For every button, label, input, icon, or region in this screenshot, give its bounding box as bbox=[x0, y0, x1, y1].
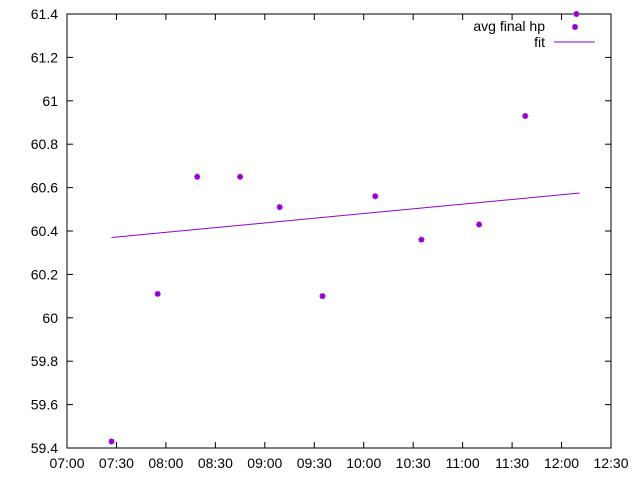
x-tick-label: 12:00 bbox=[544, 455, 579, 471]
x-tick-label: 07:00 bbox=[49, 455, 84, 471]
x-axis: 07:00 07:30 08:00 08:30 09:00 09:30 10:00 10:30… bbox=[49, 14, 629, 471]
series-layer bbox=[108, 11, 580, 445]
y-tick-label: 60.8 bbox=[31, 136, 58, 152]
y-tick-label: 60.6 bbox=[31, 180, 58, 196]
y-tick-label: 59.4 bbox=[31, 440, 58, 456]
legend-symbol-points bbox=[572, 24, 578, 30]
y-axis: 59.4 59.6 59.8 60 60.2 60.4 60.6 60.8 61 61.2 61.4 bbox=[31, 6, 611, 456]
x-tick-label: 09:00 bbox=[247, 455, 282, 471]
data-point bbox=[154, 290, 161, 297]
data-point bbox=[418, 236, 425, 243]
legend-symbols bbox=[554, 24, 595, 43]
data-point bbox=[194, 173, 201, 180]
data-point bbox=[276, 204, 283, 211]
y-tick-label: 61.2 bbox=[31, 49, 58, 65]
data-point bbox=[522, 112, 529, 119]
x-tick-label: 08:00 bbox=[148, 455, 183, 471]
x-tick-label: 09:30 bbox=[297, 455, 332, 471]
y-tick-label: 60 bbox=[42, 310, 58, 326]
data-point bbox=[372, 193, 379, 200]
data-point bbox=[573, 11, 580, 17]
data-point bbox=[319, 293, 326, 300]
data-point bbox=[476, 221, 483, 228]
fit-line bbox=[111, 192, 580, 239]
data-point bbox=[237, 173, 244, 180]
x-tick-label: 11:30 bbox=[495, 455, 529, 471]
y-tick-label: 61 bbox=[42, 93, 58, 109]
legend: avg final hp fit bbox=[473, 18, 595, 50]
x-tick-label: 10:00 bbox=[346, 455, 381, 471]
y-tick-label: 60.2 bbox=[31, 266, 58, 282]
x-tick-label: 12:30 bbox=[593, 455, 628, 471]
legend-label-fit: fit bbox=[534, 34, 545, 50]
y-tick-label: 59.6 bbox=[31, 397, 58, 413]
x-tick-label: 07:30 bbox=[99, 455, 134, 471]
y-tick-label: 59.8 bbox=[31, 353, 58, 369]
legend-label-points: avg final hp bbox=[473, 18, 545, 34]
y-tick-label: 61.4 bbox=[31, 6, 58, 22]
data-point bbox=[108, 438, 115, 445]
plot-frame bbox=[66, 13, 612, 449]
x-tick-label: 11:00 bbox=[446, 455, 480, 471]
x-tick-label: 08:30 bbox=[198, 455, 233, 471]
x-tick-label: 10:30 bbox=[396, 455, 431, 471]
y-tick-label: 60.4 bbox=[31, 223, 58, 239]
